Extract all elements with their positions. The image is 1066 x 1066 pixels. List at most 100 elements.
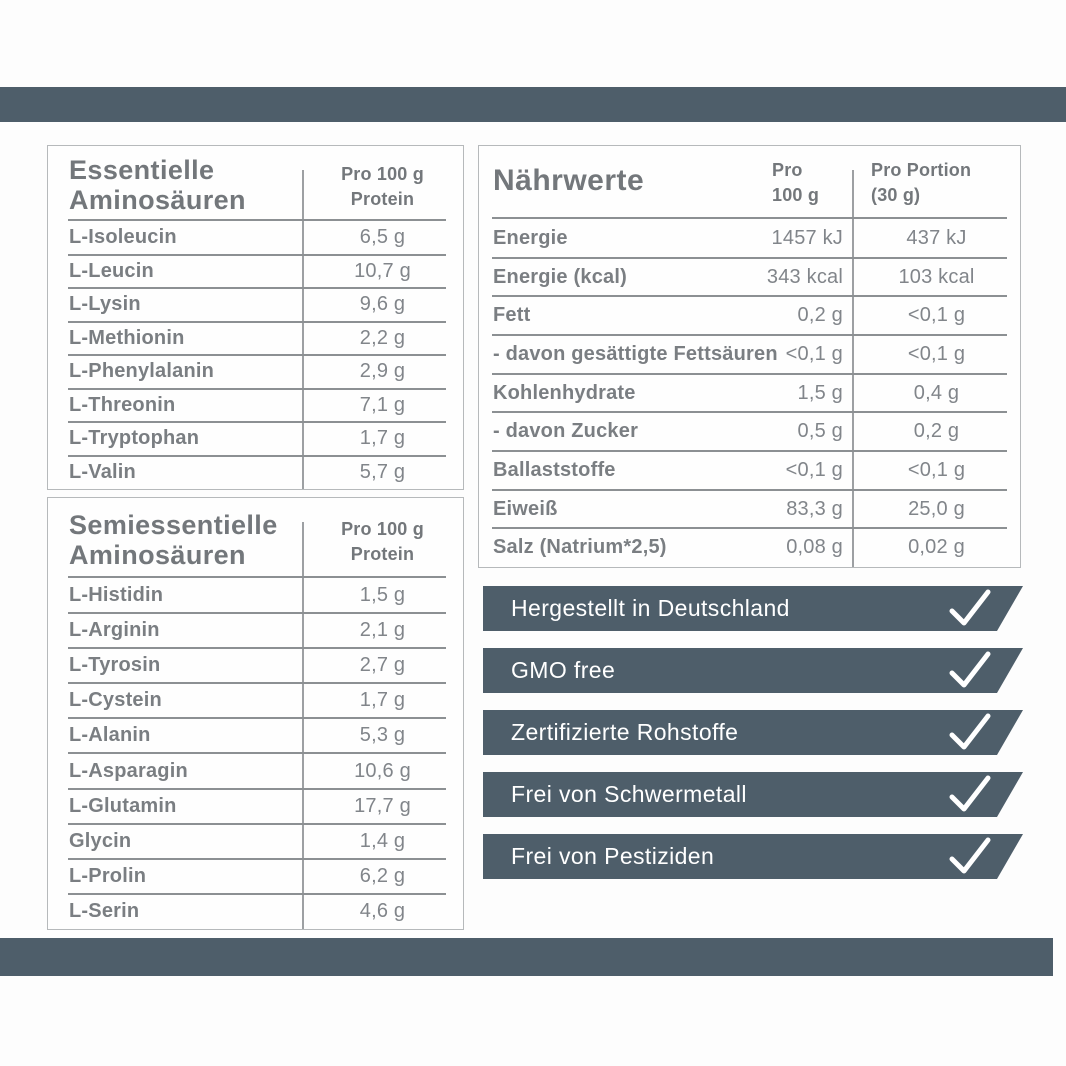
nutrient-name: - davon Zucker: [493, 420, 639, 443]
amino-table-row: L-Phenylalanin 2,9 g: [48, 355, 463, 389]
nutrition-table-title: Nährwerte: [493, 164, 645, 197]
amino-name: L-Glutamin: [69, 794, 177, 817]
amino-table-row: L-Valin 5,7 g: [48, 456, 463, 490]
amino-table-row: L-Asparagin 10,6 g: [48, 753, 463, 790]
value-per-portion: 103 kcal: [898, 265, 975, 288]
top-accent-bar: [0, 87, 1066, 122]
check-icon: [949, 775, 991, 813]
essential-table-title: Essentielle Aminosäuren: [69, 155, 246, 215]
feature-badges: Hergestellt in Deutschland GMO free Zertif…: [483, 586, 1023, 896]
amino-name: L-Lysin: [69, 293, 141, 316]
essential-amino-table: Essentielle Aminosäuren Pro 100 g Protein…: [47, 145, 464, 490]
feature-badge-label: Frei von Pestiziden: [511, 843, 715, 869]
feature-badge-label: Zertifizierte Rohstoffe: [511, 719, 739, 745]
bottom-accent-bar: [0, 938, 1053, 976]
amino-value: 10,6 g: [354, 759, 411, 782]
amino-table-row: Glycin 1,4 g: [48, 824, 463, 860]
nutrition-table-row: - davon Zucker 0,5 g 0,2 g: [479, 412, 1020, 452]
feature-badge-label: GMO free: [511, 657, 616, 683]
amino-name: L-Threonin: [69, 393, 176, 416]
nutrition-table-row: Kohlenhydrate 1,5 g 0,4 g: [479, 374, 1020, 414]
nutrient-name: Energie (kcal): [493, 265, 627, 288]
check-icon: [949, 837, 991, 875]
per-100g-column-header: Pro 100 g: [772, 160, 820, 205]
value-per-portion: 437 kJ: [906, 226, 967, 249]
nutrient-name: - davon gesättigte Fettsäuren: [493, 342, 778, 365]
amino-value: 9,6 g: [359, 293, 406, 316]
value-per-100g: 0,5 g: [797, 420, 843, 443]
feature-badge: Zertifizierte Rohstoffe: [483, 710, 1023, 755]
nutrition-table-row: Fett 0,2 g <0,1 g: [479, 296, 1020, 336]
amino-table-row: L-Histidin 1,5 g: [48, 578, 463, 615]
column-divider: [302, 522, 304, 929]
value-per-portion: 25,0 g: [908, 497, 965, 520]
nutrition-facts-table: Nährwerte Pro 100 g Pro Portion (30 g) E…: [478, 145, 1021, 568]
semiessential-amino-table: Semiessentielle Aminosäuren Pro 100 g Pro…: [47, 497, 464, 930]
amino-name: L-Arginin: [69, 619, 160, 642]
nutrient-name: Salz (Natrium*2,5): [493, 536, 667, 559]
amino-table-row: L-Alanin 5,3 g: [48, 718, 463, 755]
nutrient-name: Eiweiß: [493, 497, 558, 520]
nutrition-table-rows: Energie 1457 kJ 437 kJ Energie (kcal) 343 kc…: [479, 219, 1020, 567]
value-per-portion: <0,1 g: [907, 342, 966, 365]
nutrient-name: Energie: [493, 226, 568, 249]
amino-value: 2,1 g: [359, 619, 406, 642]
amino-name: L-Cystein: [69, 689, 162, 712]
feature-badge-label: Frei von Schwermetall: [511, 781, 747, 807]
amino-table-row: L-Leucin 10,7 g: [48, 255, 463, 289]
value-per-100g: 0,08 g: [786, 536, 843, 559]
value-per-100g: 1457 kJ: [771, 226, 843, 249]
nutrition-table-header: Nährwerte Pro 100 g Pro Portion (30 g): [479, 146, 1020, 219]
semiessential-table-rows: L-Histidin 1,5 g L-Arginin 2,1 g L-Tyrosin 2,…: [48, 578, 463, 929]
feature-badge: Hergestellt in Deutschland: [483, 586, 1023, 631]
amino-name: L-Valin: [69, 460, 136, 483]
amino-name: L-Tyrosin: [69, 654, 161, 677]
amino-name: L-Asparagin: [69, 759, 188, 782]
amino-name: L-Tryptophan: [69, 427, 200, 450]
title-line-2: Aminosäuren: [69, 185, 246, 215]
value-per-portion: 0,4 g: [913, 381, 960, 404]
amino-name: L-Methionin: [69, 326, 185, 349]
amino-value: 1,7 g: [359, 689, 406, 712]
per-100g-column-header: Pro 100 g Protein: [341, 164, 424, 209]
amino-value: 2,7 g: [359, 654, 406, 677]
column-divider: [302, 170, 304, 489]
amino-name: L-Phenylalanin: [69, 360, 215, 383]
amino-table-row: L-Threonin 7,1 g: [48, 389, 463, 423]
feature-badge-label: Hergestellt in Deutschland: [511, 595, 790, 621]
semiessential-table-header: Semiessentielle Aminosäuren Pro 100 g Pro…: [48, 498, 463, 578]
title-line-2: Aminosäuren: [69, 540, 246, 570]
feature-badge: Frei von Schwermetall: [483, 772, 1023, 817]
essential-table-header: Essentielle Aminosäuren Pro 100 g Protein: [48, 146, 463, 221]
amino-value: 5,3 g: [359, 724, 406, 747]
amino-value: 2,9 g: [359, 360, 406, 383]
semiessential-table-title: Semiessentielle Aminosäuren: [69, 510, 278, 570]
value-per-100g: 0,2 g: [797, 304, 843, 327]
amino-table-row: L-Arginin 2,1 g: [48, 613, 463, 650]
nutrient-name: Kohlenhydrate: [493, 381, 636, 404]
nutrition-table-row: Energie (kcal) 343 kcal 103 kcal: [479, 258, 1020, 298]
value-per-portion: <0,1 g: [907, 304, 966, 327]
feature-badge: GMO free: [483, 648, 1023, 693]
amino-table-row: L-Serin 4,6 g: [48, 894, 463, 929]
check-icon: [949, 651, 991, 689]
amino-table-row: L-Isoleucin 6,5 g: [48, 221, 463, 255]
nutrition-table-row: Energie 1457 kJ 437 kJ: [479, 219, 1020, 259]
amino-name: L-Serin: [69, 899, 140, 922]
title-line-1: Essentielle: [69, 155, 215, 185]
value-per-100g: 1,5 g: [797, 381, 843, 404]
title-line-1: Semiessentielle: [69, 510, 278, 540]
amino-value: 17,7 g: [354, 794, 411, 817]
per-portion-column-header: Pro Portion (30 g): [871, 160, 972, 205]
amino-value: 7,1 g: [359, 393, 406, 416]
value-per-100g: <0,1 g: [785, 458, 843, 481]
amino-table-row: L-Cystein 1,7 g: [48, 683, 463, 720]
amino-table-row: L-Lysin 9,6 g: [48, 288, 463, 322]
amino-name: L-Alanin: [69, 724, 151, 747]
amino-name: Glycin: [69, 829, 132, 852]
amino-value: 6,5 g: [359, 226, 406, 249]
amino-table-row: L-Tyrosin 2,7 g: [48, 648, 463, 685]
nutrition-table-row: Salz (Natrium*2,5) 0,08 g 0,02 g: [479, 528, 1020, 567]
nutrition-table-row: Eiweiß 83,3 g 25,0 g: [479, 490, 1020, 530]
